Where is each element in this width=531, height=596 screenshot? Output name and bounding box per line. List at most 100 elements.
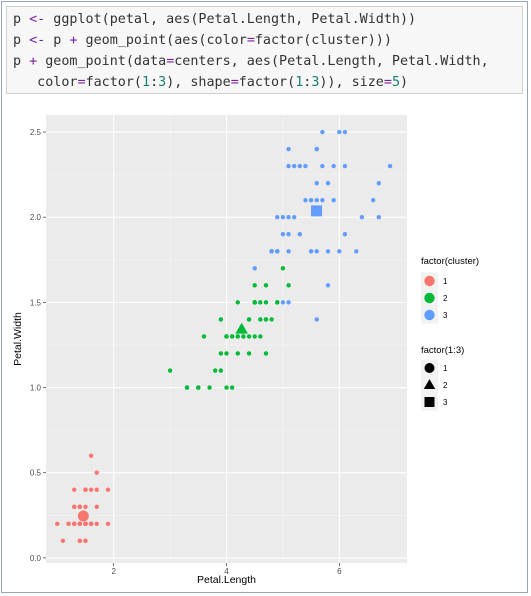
data-point-cluster-1: [83, 487, 88, 492]
data-point-cluster-2: [269, 317, 274, 322]
data-point-cluster-1: [77, 538, 83, 544]
data-point-cluster-2: [258, 334, 263, 339]
legend-shape-key-2: [423, 379, 436, 389]
data-point-cluster-2: [263, 300, 269, 305]
data-point-cluster-3: [376, 215, 381, 220]
center-point-cluster-2: [235, 322, 248, 334]
data-point-cluster-3: [286, 249, 291, 254]
center-points: [77, 205, 323, 522]
data-point-cluster-3: [325, 180, 331, 186]
legend-shape-key-3: [424, 397, 435, 407]
x-axis-title: Petal.Length: [197, 574, 256, 586]
data-point-cluster-3: [325, 283, 331, 288]
data-point-cluster-1: [55, 521, 60, 527]
data-point-cluster-3: [314, 317, 319, 322]
data-point-cluster-3: [286, 163, 291, 169]
x-tick-label: 4: [224, 567, 229, 576]
data-point-cluster-2: [246, 317, 252, 322]
y-tick-label: 1.0: [30, 384, 42, 393]
data-point-cluster-2: [258, 317, 263, 322]
data-point-cluster-3: [331, 197, 336, 203]
legend-color-key-1: [424, 275, 435, 287]
data-point-cluster-1: [77, 521, 83, 527]
data-point-cluster-2: [184, 385, 190, 390]
center-point-cluster-3: [311, 205, 323, 217]
data-points: [55, 129, 393, 544]
data-point-cluster-2: [235, 351, 240, 356]
data-point-cluster-2: [213, 368, 218, 373]
data-point-cluster-3: [376, 180, 381, 186]
axis-ticks: 2 4 6 0.0 0.5 1.0 1.5 2.0 2.5: [30, 128, 342, 576]
data-point-cluster-3: [342, 232, 348, 237]
y-tick-label: 1.5: [30, 298, 42, 307]
data-point-cluster-3: [275, 249, 280, 254]
data-point-cluster-1: [94, 521, 99, 527]
data-point-cluster-2: [224, 334, 229, 339]
data-point-cluster-3: [387, 163, 393, 169]
data-point-cluster-1: [88, 453, 94, 458]
code-block: p <- ggplot(petal, aes(Petal.Length, Pet…: [6, 6, 523, 94]
data-point-cluster-2: [224, 351, 229, 356]
data-point-cluster-3: [337, 129, 342, 135]
data-point-cluster-3: [314, 146, 319, 152]
data-point-cluster-2: [201, 334, 207, 339]
data-point-cluster-2: [229, 385, 235, 390]
data-point-cluster-1: [94, 487, 99, 492]
data-point-cluster-3: [314, 180, 319, 186]
data-point-cluster-1: [105, 487, 111, 492]
code-line: color=factor(1:3), shape=factor(1:3)), s…: [13, 75, 409, 90]
y-tick-label: 2.0: [30, 213, 42, 222]
legend-shape-label: 2: [443, 381, 448, 390]
y-axis-title: Petal.Width: [12, 312, 24, 366]
code-line: p <- p + geom_point(aes(color=factor(clu…: [13, 33, 392, 48]
y-tick-label: 0.5: [30, 469, 42, 478]
legend-color-label: 3: [443, 311, 448, 320]
data-point-cluster-3: [286, 232, 291, 237]
data-point-cluster-2: [252, 334, 257, 339]
data-point-cluster-3: [280, 215, 286, 220]
data-point-cluster-1: [88, 521, 94, 527]
data-point-cluster-2: [286, 283, 291, 288]
data-point-cluster-2: [218, 351, 224, 356]
data-point-cluster-2: [218, 317, 224, 322]
data-point-cluster-3: [337, 249, 342, 254]
data-point-cluster-3: [286, 300, 291, 305]
data-point-cluster-3: [303, 197, 308, 203]
legend-color-key-3: [424, 309, 435, 321]
x-tick-label: 2: [111, 567, 116, 576]
legend-shape-title: factor(1:3): [421, 345, 464, 356]
y-tick-label: 0.0: [30, 554, 42, 563]
data-point-cluster-2: [280, 266, 286, 271]
y-tick-label: 2.5: [30, 128, 42, 137]
data-point-cluster-3: [320, 129, 325, 135]
data-point-cluster-3: [308, 197, 314, 203]
data-point-cluster-3: [342, 129, 348, 135]
data-point-cluster-3: [275, 215, 280, 220]
data-point-cluster-2: [196, 385, 201, 390]
legend-shape-key-1: [424, 363, 435, 373]
data-point-cluster-2: [241, 334, 246, 339]
legend-color-label: 1: [443, 277, 448, 286]
data-point-cluster-1: [60, 538, 66, 544]
data-point-cluster-3: [325, 249, 331, 254]
data-point-cluster-3: [308, 249, 314, 254]
data-point-cluster-3: [320, 197, 325, 203]
legend-shape: factor(1:3) 1 2 3: [421, 345, 464, 411]
data-point-cluster-2: [263, 317, 269, 322]
data-point-cluster-3: [297, 232, 303, 237]
data-point-cluster-3: [286, 146, 291, 152]
data-point-cluster-2: [167, 368, 173, 373]
data-point-cluster-2: [246, 351, 252, 356]
data-point-cluster-1: [77, 504, 83, 509]
data-point-cluster-3: [280, 232, 286, 237]
data-point-cluster-1: [83, 504, 88, 509]
legend-color-title: factor(cluster): [421, 256, 479, 267]
data-point-cluster-2: [252, 300, 257, 305]
data-point-cluster-2: [275, 300, 280, 305]
data-point-cluster-1: [83, 538, 88, 544]
data-point-cluster-1: [72, 487, 77, 492]
data-point-cluster-3: [280, 300, 286, 305]
data-point-cluster-3: [297, 163, 303, 169]
data-point-cluster-2: [258, 300, 263, 305]
